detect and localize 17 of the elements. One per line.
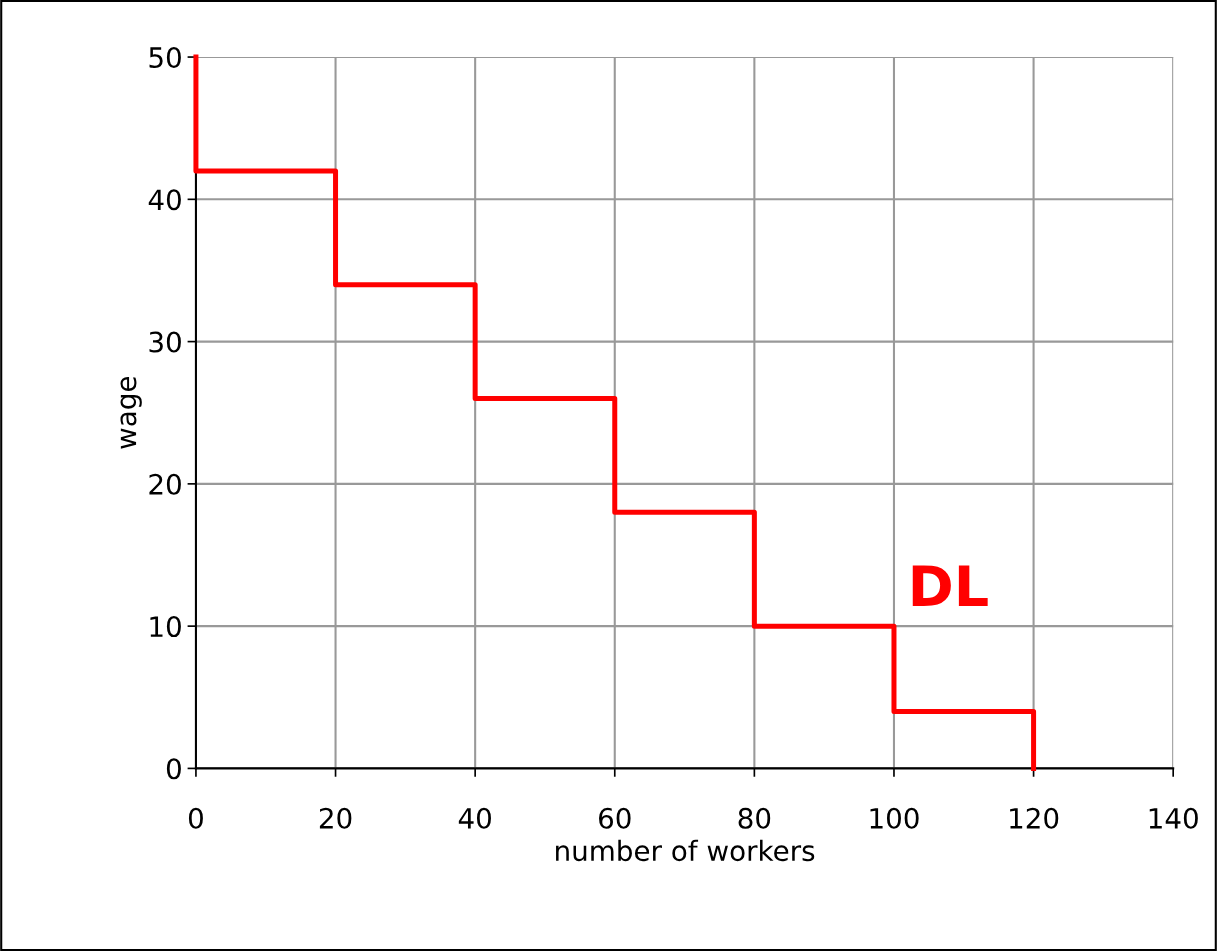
x-tick-label: 80: [738, 807, 771, 829]
y-tick-label: 30: [149, 331, 181, 353]
y-tick-label: 10: [150, 616, 181, 638]
x-tick-label: 60: [599, 807, 631, 829]
y-tick-label: 20: [149, 473, 181, 495]
x-tick-label: 100: [870, 807, 919, 829]
y-axis-title: wage: [120, 376, 142, 449]
x-tick-label: 120: [1010, 807, 1059, 829]
y-tick-label: 0: [166, 758, 181, 780]
y-tick-label: 40: [148, 189, 181, 211]
x-tick-label: 20: [319, 807, 352, 829]
y-tick-label: 50: [149, 47, 181, 69]
x-tick-label: 140: [1149, 807, 1198, 829]
x-tick-label: 0: [188, 807, 203, 829]
x-axis-title: number of workers: [556, 839, 815, 862]
x-tick-label: 40: [458, 807, 491, 829]
annotation: DL: [912, 565, 988, 606]
